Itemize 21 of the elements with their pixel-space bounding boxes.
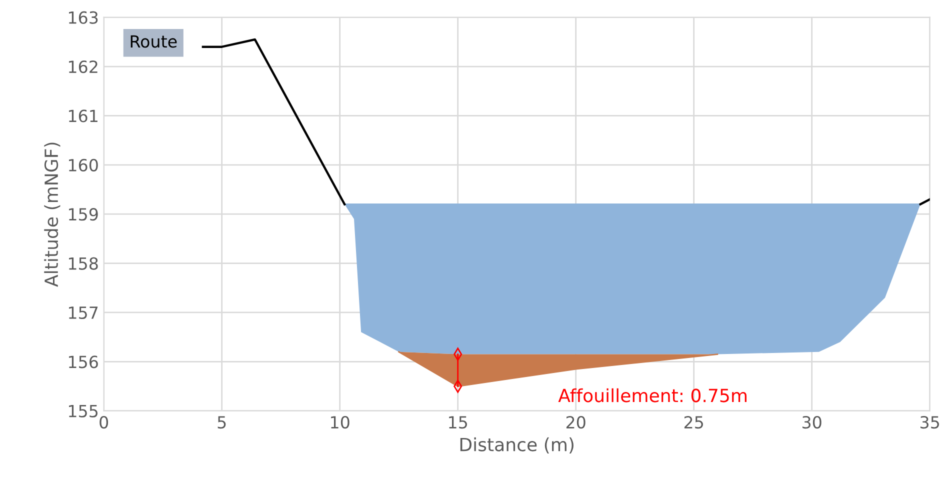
y-tick-label: 157 (68, 306, 98, 320)
y-tick-label: 159 (68, 208, 98, 221)
y-tick-label: 160 (68, 158, 98, 172)
y-tick-label: 161 (68, 110, 98, 122)
x-tick-label: 35 (920, 416, 939, 429)
y-tick-label: 158 (68, 257, 98, 270)
annotation: Route (130, 35, 177, 48)
y-tick-label: 162 (68, 60, 98, 74)
x-tick-label: 5 (218, 416, 226, 429)
y-tick-label: 155 (68, 405, 98, 418)
y-tick-label: 156 (68, 356, 98, 368)
x-tick-label: 30 (802, 416, 822, 429)
annotation: Affouillement: 0.75m (558, 388, 746, 402)
x-tick-label: 15 (449, 416, 467, 429)
x-tick-label: 0 (100, 416, 108, 429)
x-tick-label: 10 (331, 416, 350, 429)
x-axis-title: Distance (m) (460, 437, 574, 454)
y-tick-label: 163 (68, 11, 98, 24)
x-tick-label: 20 (566, 416, 586, 429)
x-tick-label: 25 (684, 416, 703, 429)
y-axis-title: Altitude (mNGF) (44, 142, 60, 287)
